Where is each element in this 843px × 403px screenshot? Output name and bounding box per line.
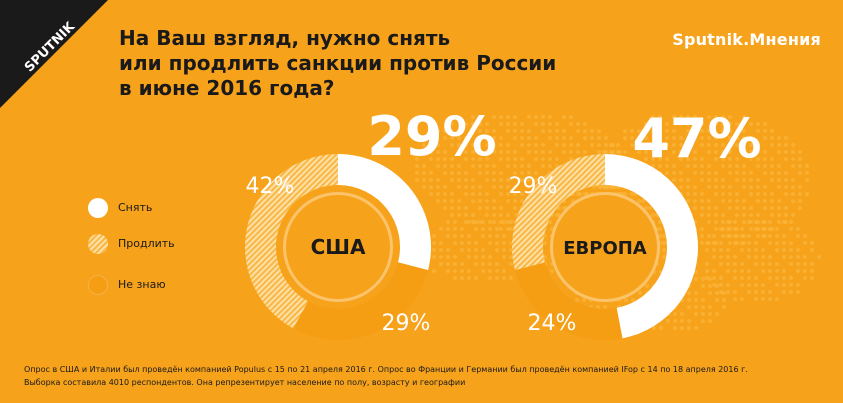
legend-item-extend: Продлить <box>88 234 248 256</box>
footnote: Опрос в США и Италии был проведён компан… <box>24 363 824 389</box>
donut-chart-europe: 47% 24% 29% ЕВРОПА <box>509 107 762 340</box>
legend-label-extend: Продлить <box>118 237 175 250</box>
page-title: На Ваш взгляд, нужно снять или продлить … <box>119 26 579 101</box>
slice-extend <box>512 154 605 271</box>
legend-swatch-extend <box>88 234 108 254</box>
legend-item-unknown: Не знаю <box>88 275 248 297</box>
title-line-3: в июне 2016 года? <box>119 76 335 100</box>
world-map-background <box>415 115 821 330</box>
slice-label-unknown: 29% <box>382 311 431 336</box>
slice-extend <box>245 154 338 329</box>
legend-item-remove: Снять <box>88 198 248 220</box>
slice-remove <box>338 154 431 271</box>
legend-label-unknown: Не знаю <box>118 278 166 291</box>
slice-unknown <box>293 262 429 341</box>
title-line-2: или продлить санкции против России <box>119 51 557 75</box>
slice-label-remove: 29% <box>367 105 496 168</box>
slice-label-unknown: 24% <box>528 311 577 336</box>
slice-remove <box>605 154 698 339</box>
donut-center-label: ЕВРОПА <box>563 238 647 259</box>
donut-center <box>286 195 390 299</box>
donut-center <box>553 195 657 299</box>
donut-charts: 29% 29% 42% США 47% 24% 29% ЕВРОПА <box>245 105 762 341</box>
slice-label-remove: 47% <box>632 107 761 170</box>
title-line-1: На Ваш взгляд, нужно снять <box>119 26 451 50</box>
legend-label-remove: Снять <box>118 201 153 214</box>
legend-swatch-unknown <box>88 275 108 295</box>
footnote-line-1: Опрос в США и Италии был проведён компан… <box>24 365 748 374</box>
sputnik-opinions-brand: Sputnik.Мнения <box>672 30 821 49</box>
slice-label-extend: 42% <box>246 174 295 199</box>
slice-label-extend: 29% <box>509 174 558 199</box>
slice-unknown <box>514 262 623 340</box>
footnote-line-2: Выборка составила 4010 респондентов. Она… <box>24 378 466 387</box>
donut-center-label: США <box>311 235 366 259</box>
sputnik-logo: SPUTNIK <box>0 0 108 108</box>
donut-chart-usa: 29% 29% 42% США <box>245 105 497 341</box>
legend-swatch-remove <box>88 198 108 218</box>
